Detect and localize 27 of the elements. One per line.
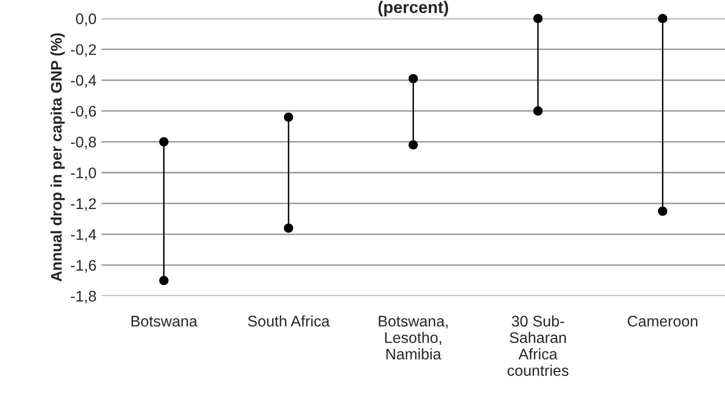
point bbox=[284, 112, 294, 122]
y-tick-label: -1,0 bbox=[70, 167, 96, 180]
x-tick-label: Botswana, Lesotho, Namibia bbox=[378, 316, 448, 360]
point bbox=[284, 223, 294, 233]
y-tick-label: -1,2 bbox=[70, 198, 96, 211]
y-tick-label: -0,2 bbox=[70, 44, 96, 57]
point bbox=[159, 137, 169, 146]
point bbox=[408, 140, 418, 150]
y-tick-label: -1,8 bbox=[70, 290, 96, 304]
x-tick-label: Botswana bbox=[132, 316, 198, 327]
y-tick-label: 0,0 bbox=[76, 13, 96, 26]
y-axis-title: Annual drop in per capita GNP (%) bbox=[50, 33, 65, 282]
chart-title: (percent) bbox=[378, 0, 448, 16]
point bbox=[408, 74, 418, 84]
y-tick-label: -1,6 bbox=[70, 260, 96, 273]
x-tick-label: Cameroon bbox=[628, 316, 698, 327]
x-tick-label: 30 Sub- Saharan Africa countries bbox=[508, 315, 568, 376]
y-tick-label: -0,6 bbox=[70, 106, 96, 118]
point bbox=[658, 14, 668, 24]
point bbox=[658, 206, 668, 216]
y-tick-label: -0,4 bbox=[70, 75, 96, 88]
point bbox=[533, 106, 543, 116]
point bbox=[533, 14, 543, 24]
x-tick-label: South Africa bbox=[248, 315, 330, 327]
y-tick-label: -0,8 bbox=[70, 136, 96, 150]
point bbox=[159, 276, 169, 286]
y-tick-label: -1,4 bbox=[70, 229, 96, 242]
